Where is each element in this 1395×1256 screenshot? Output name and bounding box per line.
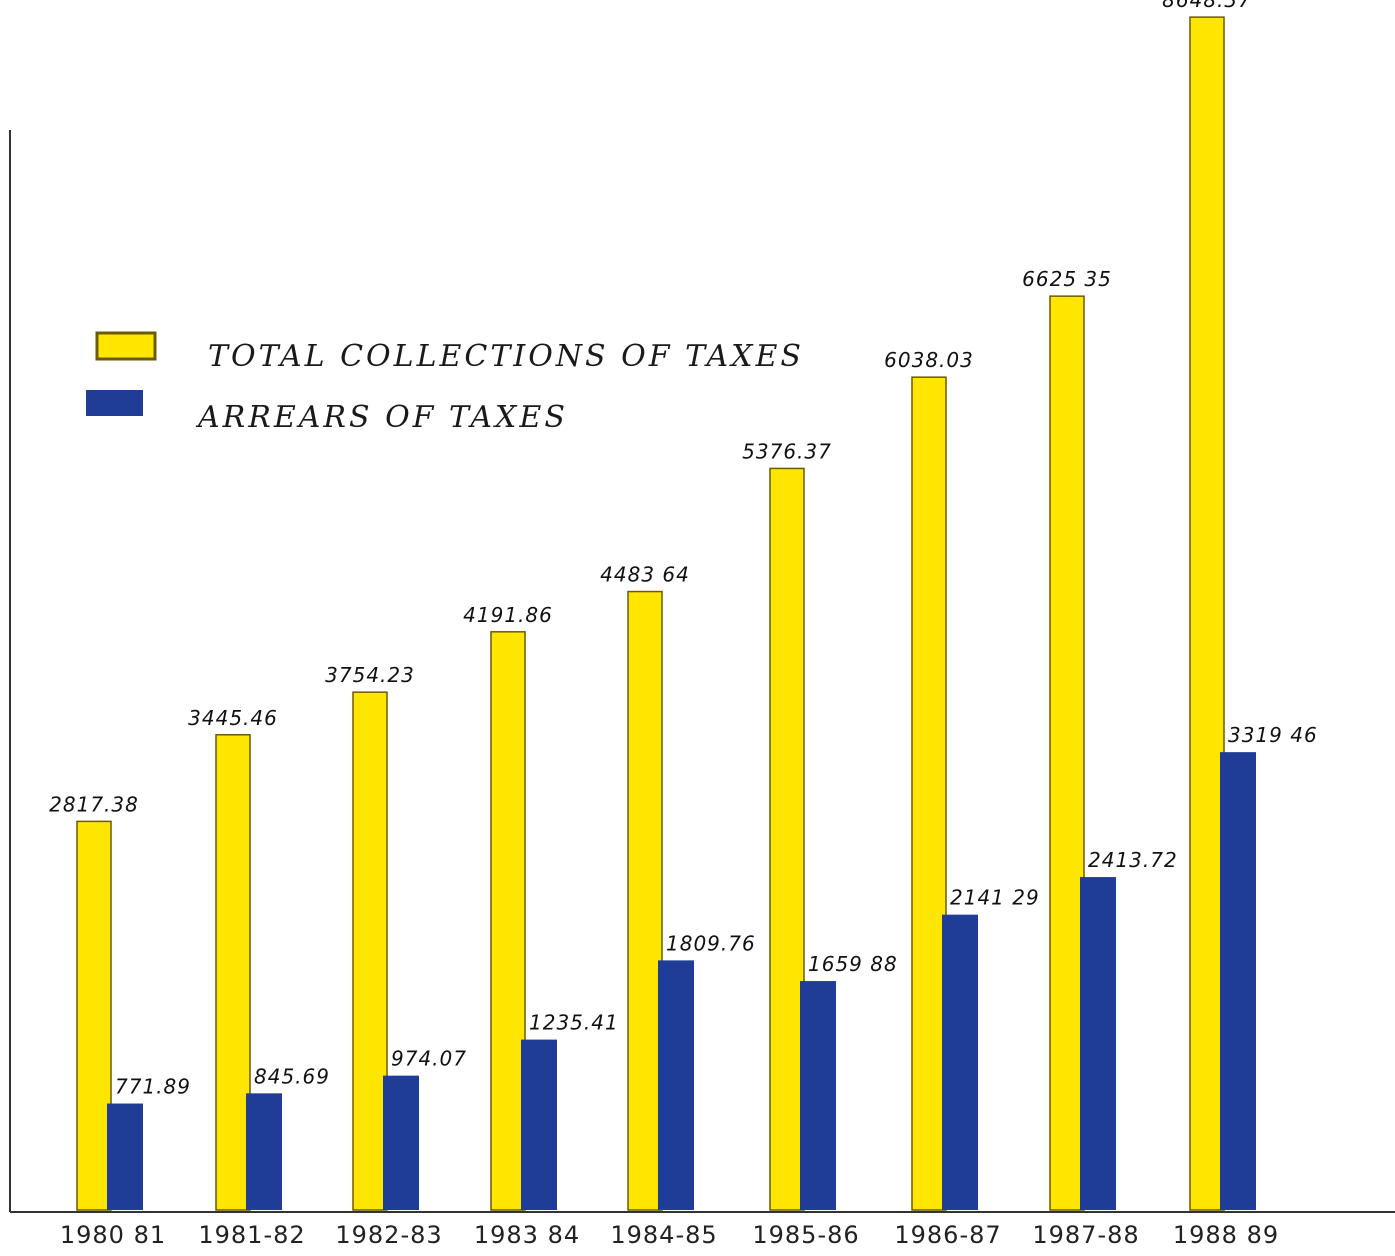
bar-arrears-7 bbox=[1080, 877, 1116, 1210]
category-label-4: 1984-85 bbox=[610, 1221, 717, 1249]
bars-group bbox=[76, 16, 1256, 1211]
bar-arrears-8 bbox=[1220, 752, 1256, 1210]
value-labels-group: 2817.38 771.89 3445.46 845.69 3754.23 974.07 4… bbox=[49, 0, 1318, 1099]
category-label-0: 1980 81 bbox=[60, 1221, 166, 1249]
category-label-6: 1986-87 bbox=[894, 1221, 1001, 1249]
bar-arrears-5 bbox=[800, 981, 836, 1210]
bar-arrears-4 bbox=[658, 960, 694, 1210]
category-label-2: 1982-83 bbox=[335, 1221, 442, 1249]
value-label-arrears-8: 3319 46 bbox=[1228, 723, 1318, 747]
category-label-3: 1983 84 bbox=[474, 1221, 580, 1249]
bar-total-collections-2 bbox=[352, 691, 388, 1211]
bar-total-collections-4 bbox=[627, 590, 663, 1211]
bar-total-collections-8 bbox=[1189, 16, 1225, 1211]
bar-total-collections-6 bbox=[911, 376, 947, 1211]
legend-label-total-collections: TOTAL COLLECTIONS OF TAXES bbox=[208, 339, 804, 374]
value-label-total-collections-5: 5376.37 bbox=[742, 439, 832, 463]
value-label-arrears-0: 771.89 bbox=[115, 1075, 191, 1099]
legend-swatch-arrears bbox=[86, 390, 143, 416]
bar-total-collections-7 bbox=[1049, 295, 1085, 1211]
value-label-total-collections-6: 6038.03 bbox=[884, 348, 974, 372]
legend-label-arrears: ARREARS OF TAXES bbox=[195, 400, 568, 435]
bar-total-collections-1 bbox=[215, 734, 251, 1211]
category-label-7: 1987-88 bbox=[1032, 1221, 1139, 1249]
value-label-total-collections-7: 6625 35 bbox=[1022, 267, 1112, 291]
bar-arrears-1 bbox=[246, 1093, 282, 1210]
value-label-total-collections-1: 3445.46 bbox=[188, 706, 278, 730]
bar-total-collections-3 bbox=[490, 631, 526, 1211]
bar-total-collections-5 bbox=[769, 467, 805, 1211]
category-labels-group: 1980 81 1981-82 1982-83 1983 84 1984-85 1985-… bbox=[60, 1221, 1279, 1249]
category-label-1: 1981-82 bbox=[198, 1221, 305, 1249]
bar-arrears-0 bbox=[107, 1103, 143, 1210]
value-label-total-collections-4: 4483 64 bbox=[600, 563, 690, 587]
value-label-total-collections-2: 3754.23 bbox=[325, 663, 415, 687]
value-label-total-collections-3: 4191.86 bbox=[463, 603, 553, 627]
bar-arrears-3 bbox=[521, 1039, 557, 1210]
value-label-arrears-4: 1809.76 bbox=[666, 931, 756, 955]
value-label-arrears-2: 974.07 bbox=[391, 1047, 467, 1071]
value-label-arrears-5: 1659 88 bbox=[808, 952, 898, 976]
legend: TOTAL COLLECTIONS OF TAXES ARREARS OF TA… bbox=[86, 331, 804, 435]
value-label-total-collections-8: 8648.37 bbox=[1162, 0, 1252, 12]
value-label-arrears-6: 2141 29 bbox=[950, 886, 1040, 910]
value-label-total-collections-0: 2817.38 bbox=[49, 792, 139, 816]
bar-arrears-2 bbox=[383, 1075, 419, 1210]
bar-arrears-6 bbox=[942, 914, 978, 1210]
value-label-arrears-1: 845.69 bbox=[254, 1064, 330, 1088]
legend-swatch-total-collections bbox=[95, 331, 157, 361]
category-label-8: 1988 89 bbox=[1173, 1221, 1279, 1249]
value-label-arrears-7: 2413.72 bbox=[1088, 848, 1178, 872]
category-label-5: 1985-86 bbox=[752, 1221, 859, 1249]
value-label-arrears-3: 1235.41 bbox=[529, 1011, 619, 1035]
bar-total-collections-0 bbox=[76, 820, 112, 1211]
